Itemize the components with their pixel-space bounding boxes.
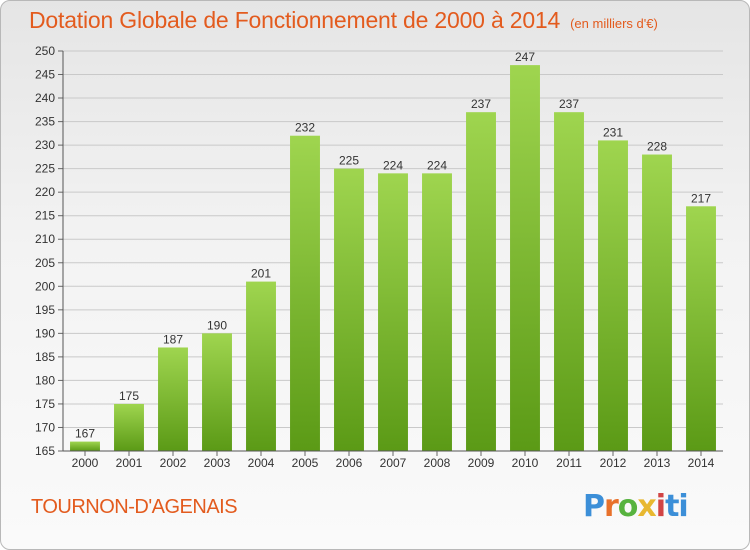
y-tick-label: 225 — [35, 162, 55, 176]
x-tick-label: 2005 — [292, 456, 319, 470]
x-tick-label: 2002 — [160, 456, 187, 470]
x-tick-label: 2011 — [556, 456, 582, 470]
y-tick-label: 205 — [35, 256, 55, 270]
chart-title-text: Dotation Globale de Fonctionnement de 20… — [29, 7, 561, 33]
y-tick-label: 210 — [35, 232, 55, 246]
bar-value-label: 190 — [207, 318, 227, 332]
bar — [246, 281, 276, 451]
bar-value-label: 217 — [691, 191, 711, 205]
y-tick-label: 215 — [35, 209, 55, 223]
y-tick-label: 185 — [35, 350, 55, 364]
bar — [598, 140, 628, 452]
bar-value-label: 224 — [427, 158, 447, 172]
chart-title: Dotation Globale de Fonctionnement de 20… — [29, 7, 658, 34]
proxiti-logo[interactable]: Proxiti — [583, 489, 689, 524]
y-tick-label: 165 — [35, 444, 55, 458]
bar — [114, 403, 144, 451]
x-tick-label: 2013 — [644, 456, 671, 470]
x-tick-label: 2003 — [204, 456, 231, 470]
y-tick-label: 245 — [35, 68, 55, 82]
bar-value-label: 224 — [383, 158, 403, 172]
bar-value-label: 228 — [647, 140, 667, 154]
bar — [334, 168, 364, 451]
y-tick-label: 230 — [35, 138, 55, 152]
bar — [202, 333, 232, 451]
x-tick-label: 2008 — [424, 456, 451, 470]
bar-value-label: 175 — [119, 389, 139, 403]
y-tick-label: 175 — [35, 397, 55, 411]
y-tick-label: 235 — [35, 115, 55, 129]
x-tick-label: 2007 — [380, 456, 407, 470]
bar — [554, 112, 584, 452]
bar — [510, 65, 540, 451]
bar-layer — [70, 65, 716, 452]
y-tick-label: 170 — [35, 420, 55, 434]
x-tick-label: 2004 — [248, 456, 275, 470]
bar-value-label: 167 — [75, 427, 95, 441]
y-tick-label: 190 — [35, 326, 55, 340]
bar-value-label: 237 — [471, 97, 491, 111]
x-tick-label: 2000 — [72, 456, 99, 470]
bar-value-label: 201 — [251, 267, 271, 281]
x-tick-label: 2010 — [512, 456, 539, 470]
bar — [378, 173, 408, 451]
bar — [422, 173, 452, 451]
y-tick-label: 195 — [35, 303, 55, 317]
bar-value-label: 187 — [163, 332, 183, 346]
bar-value-label: 225 — [339, 154, 359, 168]
x-tick-label: 2009 — [468, 456, 495, 470]
axis-layer: 165 170 175 180 185 190 195 200 205 210 215 220 225 2… — [35, 44, 723, 470]
chart-subtitle: (en milliers d'€) — [570, 16, 658, 31]
bar — [290, 135, 320, 452]
bar — [70, 441, 100, 451]
bar-value-label: 231 — [603, 125, 623, 139]
y-tick-label: 220 — [35, 185, 55, 199]
commune-name: TOURNON-D'AGENAIS — [31, 496, 238, 518]
bar — [686, 206, 716, 451]
y-tick-label: 200 — [35, 279, 55, 293]
y-tick-label: 180 — [35, 373, 55, 387]
bar — [466, 112, 496, 452]
y-tick-label: 240 — [35, 91, 55, 105]
x-tick-label: 2006 — [336, 456, 363, 470]
x-tick-label: 2014 — [688, 456, 715, 470]
bar — [158, 347, 188, 451]
bar-value-label: 237 — [559, 97, 579, 111]
x-tick-label: 2001 — [116, 456, 143, 470]
bar-value-label: 247 — [515, 50, 535, 64]
y-tick-label: 250 — [35, 44, 55, 58]
bar-value-label: 232 — [295, 121, 315, 135]
label-layer: 167 175 187 190 201 232 225 224 224 237 247 237 231 2… — [75, 50, 711, 440]
bar — [642, 154, 672, 451]
x-tick-label: 2012 — [600, 456, 627, 470]
